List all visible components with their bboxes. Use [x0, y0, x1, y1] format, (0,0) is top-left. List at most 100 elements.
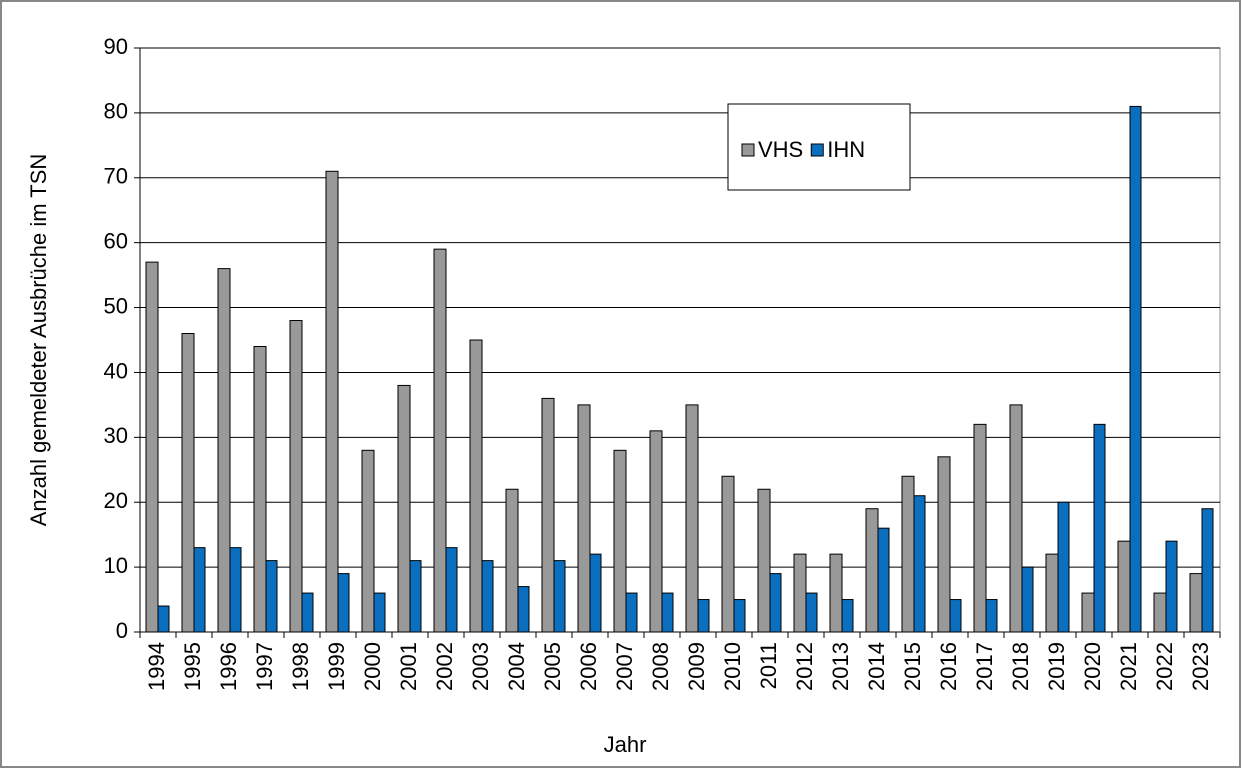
- bar: [229, 547, 242, 633]
- bar: [841, 599, 854, 633]
- y-tick-label: 70: [104, 164, 128, 189]
- x-tick-label: 1996: [216, 642, 241, 691]
- bar: [217, 268, 231, 633]
- x-tick-label: 2021: [1116, 642, 1141, 691]
- x-tick-label: 2015: [900, 642, 925, 691]
- bar: [649, 430, 663, 633]
- bar: [793, 553, 807, 633]
- bar: [301, 592, 314, 633]
- bar: [1081, 592, 1095, 633]
- bar: [553, 560, 566, 633]
- bar: [289, 320, 303, 633]
- bar: [157, 605, 170, 633]
- x-tick-label: 2002: [432, 642, 457, 691]
- y-tick-label: 80: [104, 99, 128, 124]
- x-tick-label: 1999: [324, 642, 349, 691]
- x-tick-label: 2010: [720, 642, 745, 691]
- x-tick-label: 2009: [684, 642, 709, 691]
- bar: [901, 475, 915, 633]
- x-tick-label: 2003: [468, 642, 493, 691]
- y-tick-label: 90: [104, 34, 128, 59]
- bar: [145, 261, 159, 633]
- bar: [517, 586, 530, 633]
- bar: [1045, 553, 1059, 633]
- x-tick-label: 2019: [1044, 642, 1069, 691]
- x-tick-label: 2018: [1008, 642, 1033, 691]
- bar: [181, 333, 195, 633]
- x-tick-label: 2022: [1152, 642, 1177, 691]
- bar: [661, 592, 674, 633]
- bar: [733, 599, 746, 633]
- legend-swatch: [741, 143, 755, 157]
- y-tick-label: 40: [104, 358, 128, 383]
- bar: [721, 475, 735, 633]
- bar: [541, 397, 555, 633]
- y-tick-label: 30: [104, 423, 128, 448]
- bar: [253, 345, 267, 633]
- bar: [589, 553, 602, 633]
- x-tick-label: 2004: [504, 642, 529, 691]
- bar: [1189, 573, 1203, 633]
- bar: [193, 547, 206, 633]
- bar: [865, 508, 879, 633]
- bar: [1093, 423, 1106, 633]
- bar: [361, 449, 375, 633]
- bar: [1201, 508, 1214, 633]
- legend-label: VHS: [758, 137, 803, 162]
- bar: [505, 488, 519, 633]
- bar: [433, 248, 447, 633]
- x-tick-label: 2007: [612, 642, 637, 691]
- x-tick-label: 2014: [864, 642, 889, 691]
- x-tick-label: 1997: [252, 642, 277, 691]
- x-tick-label: 2008: [648, 642, 673, 691]
- bar: [265, 560, 278, 633]
- bar: [409, 560, 422, 633]
- x-tick-label: 2006: [576, 642, 601, 691]
- x-tick-label: 2016: [936, 642, 961, 691]
- x-tick-label: 2020: [1080, 642, 1105, 691]
- bar: [937, 456, 951, 633]
- bar: [685, 404, 699, 633]
- x-tick-label: 2023: [1188, 642, 1213, 691]
- x-tick-label: 2017: [972, 642, 997, 691]
- y-tick-label: 50: [104, 293, 128, 318]
- x-axis-label: Jahr: [604, 732, 647, 757]
- x-tick-label: 2000: [360, 642, 385, 691]
- bar: [829, 553, 843, 633]
- bar: [577, 404, 591, 633]
- bar: [949, 599, 962, 633]
- y-tick-label: 20: [104, 488, 128, 513]
- y-tick-label: 0: [116, 618, 128, 643]
- x-tick-label: 1998: [288, 642, 313, 691]
- bar: [973, 423, 987, 633]
- bar: [613, 449, 627, 633]
- legend-swatch: [810, 143, 824, 157]
- bar: [397, 384, 411, 633]
- x-tick-label: 1995: [180, 642, 205, 691]
- bar: [697, 599, 710, 633]
- bar: [445, 547, 458, 633]
- bar: [469, 339, 483, 633]
- bar: [1153, 592, 1167, 633]
- bar: [913, 495, 926, 633]
- y-tick-label: 60: [104, 228, 128, 253]
- bar: [1009, 404, 1023, 633]
- x-tick-label: 2012: [792, 642, 817, 691]
- bar: [1021, 566, 1034, 633]
- x-tick-label: 1994: [144, 642, 169, 691]
- x-tick-label: 2013: [828, 642, 853, 691]
- bar: [337, 573, 350, 633]
- bar: [1165, 540, 1178, 633]
- bar: [625, 592, 638, 633]
- bar: [1129, 105, 1142, 633]
- x-tick-label: 2011: [756, 642, 781, 689]
- bar: [1117, 540, 1131, 633]
- y-tick-label: 10: [104, 553, 128, 578]
- bar: [985, 599, 998, 633]
- bar: [481, 560, 494, 633]
- bar: [325, 170, 339, 633]
- bar: [1057, 501, 1070, 633]
- bar: [805, 592, 818, 633]
